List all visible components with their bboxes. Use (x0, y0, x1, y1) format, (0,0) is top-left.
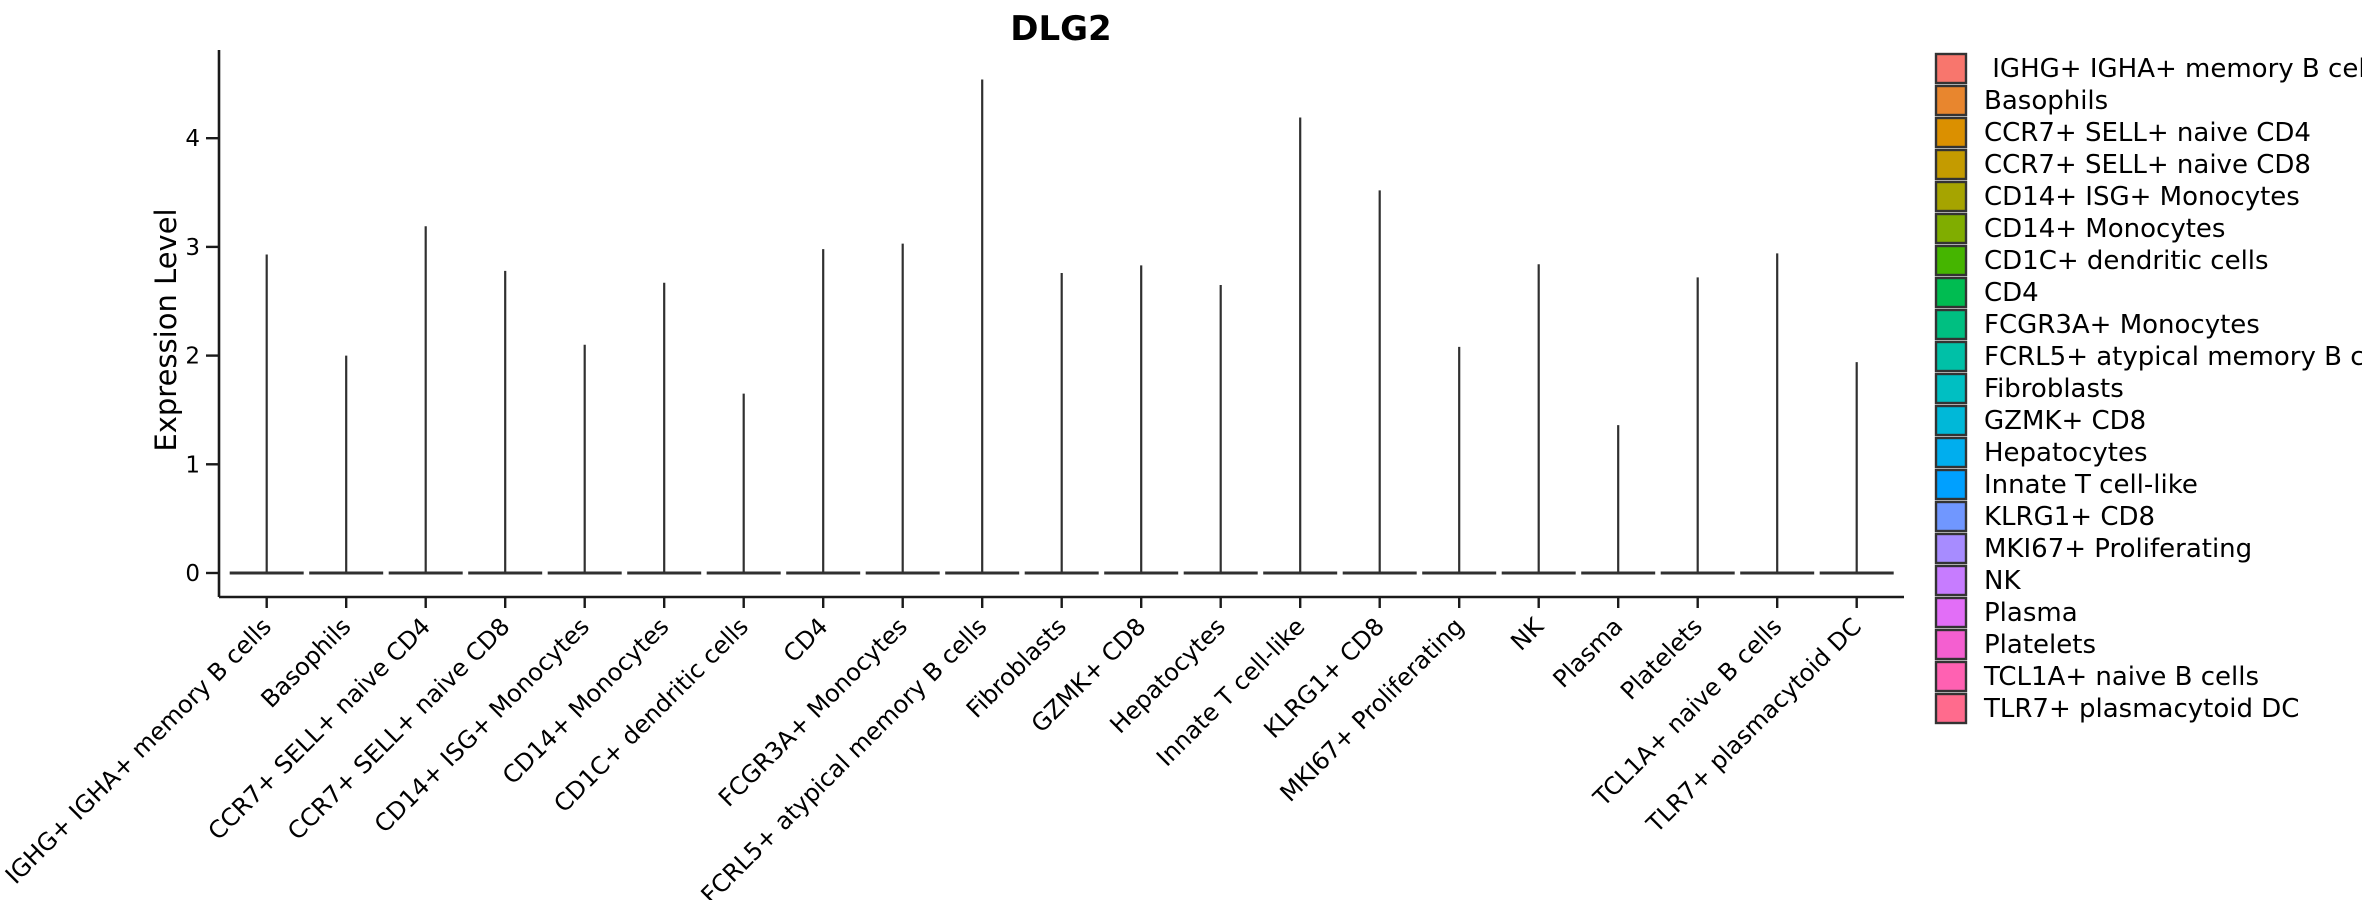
y-tick-label: 3 (185, 235, 200, 261)
legend-label: GZMK+ CD8 (1984, 406, 2146, 436)
legend-item: CD1C+ dendritic cells (1934, 244, 2269, 277)
legend-swatch (1934, 628, 1968, 661)
legend-label: FCGR3A+ Monocytes (1984, 310, 2260, 340)
legend-label: CD14+ ISG+ Monocytes (1984, 182, 2300, 212)
legend-swatch (1934, 52, 1968, 85)
legend-label: CD14+ Monocytes (1984, 214, 2225, 244)
legend-label: TLR7+ plasmacytoid DC (1983, 694, 2299, 724)
x-tick-label: IGHG+ IGHA+ memory B cells (0, 612, 277, 889)
legend-item: Platelets (1934, 628, 2096, 661)
legend-item: Innate T cell-like (1934, 468, 2198, 501)
legend: IGHG+ IGHA+ memory B cellsBasophilsCCR7+… (1934, 52, 2362, 725)
x-axis-labels: IGHG+ IGHA+ memory B cellsBasophilsCCR7+… (0, 612, 1867, 900)
legend-item: KLRG1+ CD8 (1934, 500, 2155, 533)
legend-item: FCRL5+ atypical memory B cells (1934, 340, 2362, 373)
legend-label: NK (1984, 566, 2021, 596)
legend-label: Hepatocytes (1984, 438, 2148, 468)
legend-item: GZMK+ CD8 (1934, 404, 2146, 437)
y-tick-label: 4 (185, 126, 200, 152)
legend-label: CCR7+ SELL+ naive CD4 (1984, 118, 2311, 148)
legend-item: CCR7+ SELL+ naive CD8 (1934, 148, 2311, 181)
legend-swatch (1934, 148, 1968, 181)
legend-label: MKI67+ Proliferating (1984, 534, 2252, 564)
legend-swatch (1934, 500, 1968, 533)
legend-swatch (1934, 596, 1968, 629)
legend-label: FCRL5+ atypical memory B cells (1984, 342, 2362, 372)
y-tick-label: 1 (185, 452, 200, 478)
legend-swatch (1934, 308, 1968, 341)
legend-swatch (1934, 436, 1968, 469)
x-tick-label: FCRL5+ atypical memory B cells (696, 612, 993, 900)
legend-label: TCL1A+ naive B cells (1983, 662, 2259, 692)
legend-item: FCGR3A+ Monocytes (1934, 308, 2260, 341)
legend-swatch (1934, 532, 1968, 565)
legend-label: CCR7+ SELL+ naive CD8 (1984, 150, 2311, 180)
legend-label: Basophils (1984, 86, 2108, 116)
plot-title: DLG2 (1010, 9, 1111, 49)
legend-label: KLRG1+ CD8 (1984, 502, 2155, 532)
violin-series (229, 79, 1894, 575)
x-tick-label: Plasma (1548, 612, 1629, 693)
legend-swatch (1934, 212, 1968, 245)
legend-item: CCR7+ SELL+ naive CD4 (1934, 116, 2311, 149)
legend-item: TLR7+ plasmacytoid DC (1934, 692, 2299, 725)
legend-item: MKI67+ Proliferating (1934, 532, 2252, 565)
legend-swatch (1934, 692, 1968, 725)
legend-swatch (1934, 404, 1968, 437)
legend-label: Fibroblasts (1984, 374, 2124, 404)
legend-swatch (1934, 660, 1968, 693)
legend-item: TCL1A+ naive B cells (1934, 660, 2259, 693)
legend-item: NK (1934, 564, 2021, 597)
legend-item: IGHG+ IGHA+ memory B cells (1934, 52, 2362, 85)
legend-label: Platelets (1984, 630, 2096, 660)
legend-swatch (1934, 372, 1968, 405)
legend-label: IGHG+ IGHA+ memory B cells (1984, 54, 2362, 84)
legend-item: Hepatocytes (1934, 436, 2148, 469)
legend-swatch (1934, 564, 1968, 597)
legend-item: CD14+ Monocytes (1934, 212, 2225, 245)
legend-item: CD4 (1934, 276, 2039, 309)
legend-swatch (1934, 116, 1968, 149)
legend-label: CD4 (1984, 278, 2039, 308)
legend-label: Plasma (1984, 598, 2078, 628)
legend-item: Basophils (1934, 84, 2108, 117)
y-tick-label: 2 (185, 344, 200, 370)
legend-swatch (1934, 180, 1968, 213)
legend-label: Innate T cell-like (1984, 470, 2198, 500)
legend-swatch (1934, 84, 1968, 117)
x-tick-label: CD4 (778, 612, 834, 668)
legend-swatch (1934, 244, 1968, 277)
x-tick-label: Innate T cell-like (1151, 612, 1310, 771)
legend-item: Plasma (1934, 596, 2078, 629)
legend-swatch (1934, 340, 1968, 373)
y-tick-label: 0 (185, 561, 200, 587)
legend-swatch (1934, 468, 1968, 501)
axes: 0 1 2 3 4 (185, 50, 1904, 608)
legend-label: CD1C+ dendritic cells (1984, 246, 2269, 276)
legend-item: CD14+ ISG+ Monocytes (1934, 180, 2300, 213)
legend-swatch (1934, 276, 1968, 309)
legend-item: Fibroblasts (1934, 372, 2124, 405)
y-axis-title: Expression Level (149, 208, 183, 451)
x-tick-label: NK (1505, 612, 1550, 657)
